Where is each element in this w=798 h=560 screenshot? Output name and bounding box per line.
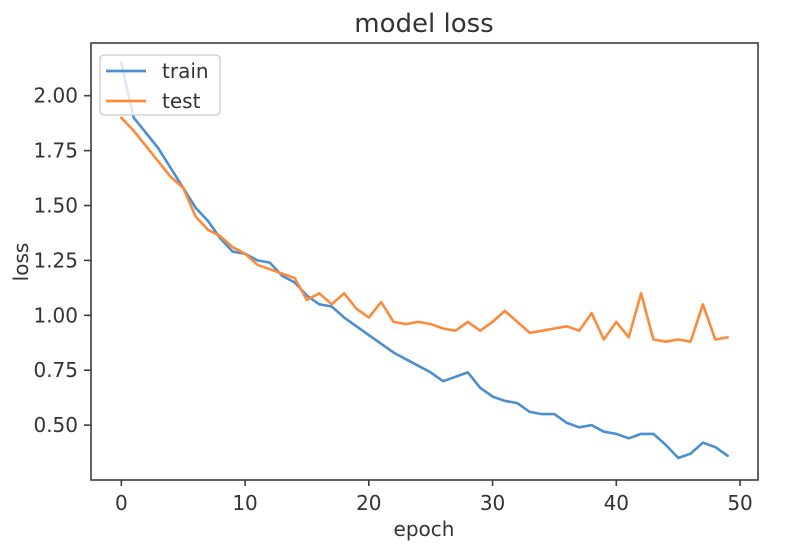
x-tick-label: 50 (727, 491, 752, 515)
plot-border (90, 42, 759, 481)
x-axis-label: epoch (394, 517, 455, 541)
y-tick-label: 1.50 (33, 194, 78, 218)
x-tick-label: 30 (480, 491, 505, 515)
y-tick-label: 1.75 (33, 139, 78, 163)
test-line (120, 116, 730, 344)
x-axis-ticks: 0 10 20 30 40 50 (115, 480, 753, 515)
x-tick-label: 10 (232, 491, 257, 515)
legend: train test (99, 54, 221, 116)
y-tick-label: 0.75 (33, 358, 78, 382)
series-lines (120, 61, 730, 460)
y-axis-ticks: 0.50 0.75 1.00 1.25 1.50 1.75 2.00 (33, 84, 91, 437)
y-tick-label: 1.00 (33, 303, 78, 327)
legend-train-label: train (162, 59, 209, 83)
train-line (120, 61, 730, 460)
y-axis-label: loss (9, 243, 33, 282)
x-tick-label: 40 (604, 491, 629, 515)
x-tick-label: 20 (356, 491, 381, 515)
y-tick-label: 1.25 (33, 248, 78, 272)
x-tick-label: 0 (115, 491, 128, 515)
y-tick-label: 0.50 (33, 413, 78, 437)
legend-test-label: test (162, 89, 201, 113)
y-tick-label: 2.00 (33, 84, 78, 108)
chart-title: model loss (354, 9, 493, 39)
